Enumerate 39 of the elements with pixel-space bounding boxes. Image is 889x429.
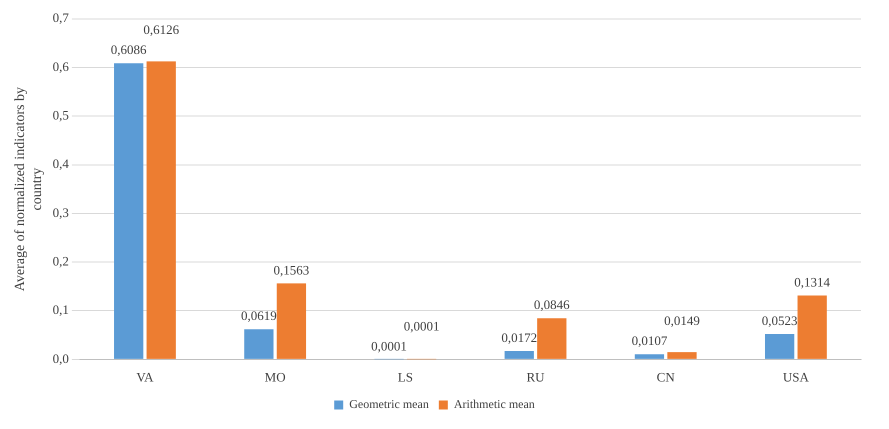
data-label: 0,0149 <box>664 313 700 328</box>
bar <box>667 352 697 359</box>
data-label: 0,6126 <box>143 22 180 38</box>
data-label: 0,0107 <box>632 333 668 348</box>
bar <box>764 334 794 359</box>
x-tick-label: USA <box>782 370 810 385</box>
y-tick-label: 0,2 <box>52 254 69 269</box>
x-tick-label: RU <box>526 370 546 385</box>
data-label: 0,0001 <box>371 338 407 354</box>
bar <box>634 354 664 359</box>
data-label: 0,0846 <box>534 297 570 312</box>
data-label: 0,0523 <box>762 312 798 328</box>
y-tick-label: 0,6 <box>52 58 70 74</box>
x-tick-label: VA <box>136 370 154 385</box>
bar <box>146 61 176 359</box>
x-tick-label: LS <box>398 370 413 385</box>
bar <box>798 295 827 359</box>
y-tick-label: 0,7 <box>52 10 70 26</box>
data-label: 0,0001 <box>404 318 440 334</box>
y-tick-label: 0,4 <box>52 156 70 172</box>
bar <box>114 63 144 359</box>
data-label: 0,6086 <box>110 42 148 58</box>
y-tick-label: 0,0 <box>52 350 69 366</box>
data-label: 0,1563 <box>274 262 310 278</box>
legend-label: Arithmetic mean <box>454 397 535 412</box>
legend-label: Geometric mean <box>349 397 429 412</box>
y-tick-label: 0,3 <box>52 204 69 220</box>
bar <box>504 351 534 359</box>
y-axis-title: Average of normalized indicators by country <box>13 86 45 292</box>
x-tick-label: CN <box>656 370 676 385</box>
data-label: 0,0619 <box>240 308 277 324</box>
data-label: 0,0172 <box>501 330 538 345</box>
data-label: 0,1314 <box>794 274 831 290</box>
x-tick-label: MO <box>264 370 286 385</box>
bar <box>276 283 306 359</box>
bar <box>244 329 274 359</box>
y-tick-label: 0,1 <box>52 302 69 318</box>
y-tick-label: 0,5 <box>52 108 69 123</box>
bar <box>537 318 566 359</box>
